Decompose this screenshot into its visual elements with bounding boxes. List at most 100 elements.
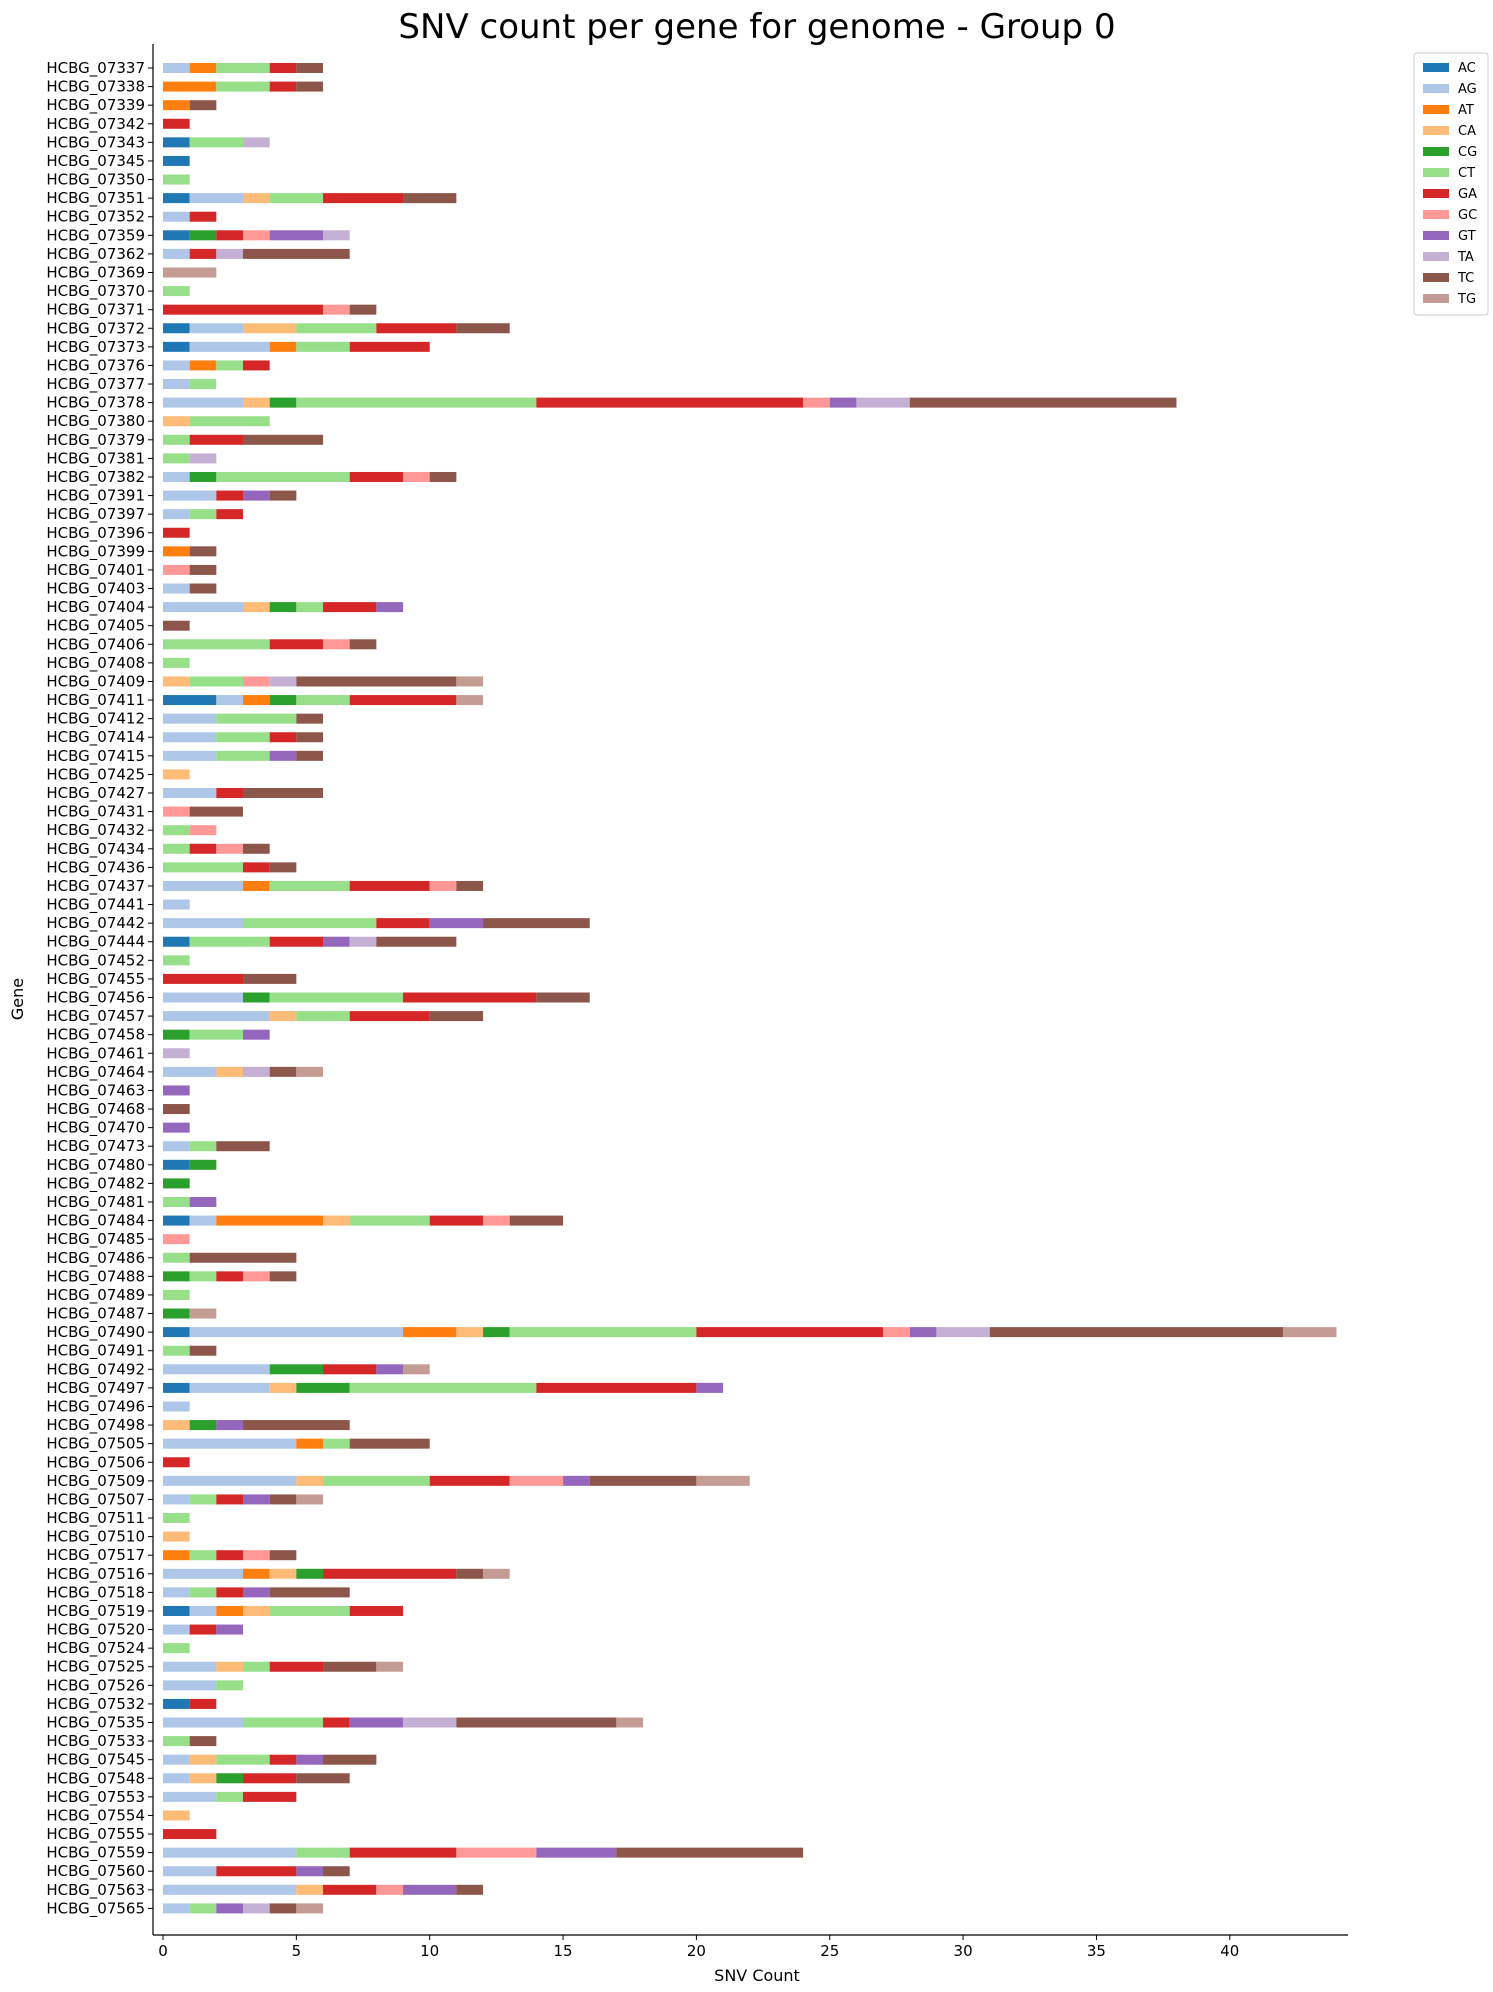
bar-segment-HCBG_07484-AC <box>163 1215 190 1226</box>
bar-segment-HCBG_07373-GA <box>349 341 430 352</box>
bar-segment-HCBG_07427-AG <box>163 788 217 799</box>
y-tick-label: HCBG_07369 <box>46 263 145 282</box>
bar-segment-HCBG_07411-CG <box>269 695 297 706</box>
y-tick-label: HCBG_07436 <box>46 858 145 877</box>
y-tick-label: HCBG_07441 <box>46 896 145 915</box>
y-tick-label: HCBG_07516 <box>46 1565 145 1584</box>
y-tick-label: HCBG_07468 <box>46 1100 145 1119</box>
x-tick-label: 15 <box>554 1942 573 1960</box>
bar-segment-HCBG_07415-AG <box>163 750 217 761</box>
bar-segment-HCBG_07351-CA <box>243 193 270 204</box>
y-tick-label: HCBG_07437 <box>46 877 145 896</box>
bar-segment-HCBG_07411-TG <box>456 695 484 706</box>
bar-segment-HCBG_07507-GT <box>243 1494 270 1505</box>
bar-segment-HCBG_07408-CT <box>163 657 190 668</box>
bar-segment-HCBG_07427-TC <box>243 788 324 799</box>
bar-segment-HCBG_07350-CT <box>163 174 190 185</box>
bar-segment-HCBG_07382-GC <box>403 471 430 482</box>
bar-segment-HCBG_07535-GT <box>349 1717 404 1728</box>
legend-swatch-GA <box>1423 189 1449 198</box>
y-tick-label: HCBG_07507 <box>46 1490 145 1509</box>
bar-segment-HCBG_07533-TC <box>189 1736 217 1747</box>
bar-segment-HCBG_07563-GC <box>376 1884 404 1895</box>
bar-segment-HCBG_07517-CT <box>189 1550 217 1561</box>
bar-segment-HCBG_07555-GA <box>163 1829 217 1840</box>
bar-segment-HCBG_07338-AT <box>163 81 217 92</box>
bar-segment-HCBG_07381-TA <box>189 453 217 464</box>
bar-segment-HCBG_07415-GT <box>269 750 297 761</box>
bar-segment-HCBG_07516-TC <box>456 1568 484 1579</box>
bar-segment-HCBG_07545-CA <box>189 1754 217 1765</box>
bar-segment-HCBG_07487-TG <box>189 1308 217 1319</box>
legend-label-CT: CT <box>1458 166 1475 181</box>
bar-segment-HCBG_07507-CT <box>189 1494 217 1505</box>
bar-segment-HCBG_07565-TC <box>269 1903 297 1914</box>
bar-segment-HCBG_07444-TC <box>376 936 457 947</box>
bar-segment-HCBG_07442-TC <box>483 918 590 929</box>
bar-segment-HCBG_07372-AG <box>189 323 244 334</box>
bar-segment-HCBG_07489-CT <box>163 1289 190 1300</box>
x-tick-label: 5 <box>292 1942 302 1960</box>
bar-segment-HCBG_07563-GT <box>403 1884 457 1895</box>
bar-segment-HCBG_07525-CT <box>243 1661 270 1672</box>
bar-segment-HCBG_07401-TC <box>189 564 217 575</box>
bar-segment-HCBG_07491-CT <box>163 1345 190 1356</box>
y-tick-label: HCBG_07391 <box>46 487 145 506</box>
bar-segment-HCBG_07359-GT <box>269 230 324 241</box>
bar-segment-HCBG_07409-TA <box>269 676 297 687</box>
bar-segment-HCBG_07461-TA <box>163 1048 190 1059</box>
bar-segment-HCBG_07488-GA <box>216 1271 244 1282</box>
bar-segment-HCBG_07516-AG <box>163 1568 244 1579</box>
bar-segment-HCBG_07397-AG <box>163 509 190 520</box>
bar-segment-HCBG_07458-GT <box>243 1029 270 1040</box>
bar-segment-HCBG_07518-GA <box>216 1587 244 1598</box>
bar-segment-HCBG_07404-AG <box>163 602 244 613</box>
bar-segment-HCBG_07507-TG <box>296 1494 324 1505</box>
bar-segment-HCBG_07397-GA <box>216 509 244 520</box>
bar-segment-HCBG_07559-GA <box>349 1847 457 1858</box>
legend-swatch-AT <box>1423 105 1449 114</box>
bar-segment-HCBG_07468-TC <box>163 1104 190 1115</box>
bar-segment-HCBG_07406-GC <box>323 639 350 650</box>
y-tick-label: HCBG_07362 <box>46 245 145 264</box>
bar-segment-HCBG_07406-CT <box>163 639 270 650</box>
x-tick-label: 20 <box>687 1942 706 1960</box>
bar-segment-HCBG_07457-TC <box>429 1011 484 1022</box>
bar-segment-HCBG_07442-GT <box>429 918 484 929</box>
bar-segment-HCBG_07378-TA <box>856 397 910 408</box>
bar-segment-HCBG_07437-CT <box>269 880 350 891</box>
bar-segment-HCBG_07490-CG <box>483 1327 510 1338</box>
y-tick-label: HCBG_07482 <box>46 1174 145 1193</box>
bar-segment-HCBG_07457-AG <box>163 1011 270 1022</box>
legend-label-GT: GT <box>1458 229 1476 244</box>
bar-segment-HCBG_07516-GA <box>323 1568 457 1579</box>
bar-segment-HCBG_07545-CT <box>216 1754 270 1765</box>
bar-segment-HCBG_07456-TC <box>536 992 590 1003</box>
bar-segment-HCBG_07378-GC <box>803 397 830 408</box>
bar-segment-HCBG_07519-AT <box>216 1605 244 1616</box>
bar-segment-HCBG_07525-CA <box>216 1661 244 1672</box>
y-axis-title: Gene <box>8 978 27 1020</box>
y-tick-label: HCBG_07487 <box>46 1305 145 1324</box>
bar-segment-HCBG_07517-GA <box>216 1550 244 1561</box>
bar-segment-HCBG_07373-AG <box>189 341 270 352</box>
bar-segment-HCBG_07455-TC <box>243 973 297 984</box>
bar-segment-HCBG_07535-TA <box>403 1717 457 1728</box>
bar-segment-HCBG_07444-GA <box>269 936 324 947</box>
bar-segment-HCBG_07342-GA <box>163 118 190 129</box>
bar-segment-HCBG_07464-TC <box>269 1066 297 1077</box>
bar-segment-HCBG_07498-GT <box>216 1420 244 1431</box>
y-tick-label: HCBG_07563 <box>46 1881 145 1900</box>
bar-segment-HCBG_07351-TC <box>403 193 457 204</box>
y-tick-label: HCBG_07378 <box>46 394 145 413</box>
bar-segment-HCBG_07509-GC <box>509 1475 564 1486</box>
bar-segment-HCBG_07456-CT <box>269 992 404 1003</box>
legend-swatch-TG <box>1423 294 1449 303</box>
y-tick-label: HCBG_07505 <box>46 1435 145 1454</box>
bar-segment-HCBG_07337-AT <box>189 63 217 73</box>
bar-segment-HCBG_07371-TC <box>349 304 377 315</box>
y-tick-label: HCBG_07519 <box>46 1602 145 1621</box>
bar-segment-HCBG_07412-AG <box>163 713 217 724</box>
y-tick-label: HCBG_07485 <box>46 1230 145 1249</box>
y-tick-label: HCBG_07372 <box>46 319 145 338</box>
